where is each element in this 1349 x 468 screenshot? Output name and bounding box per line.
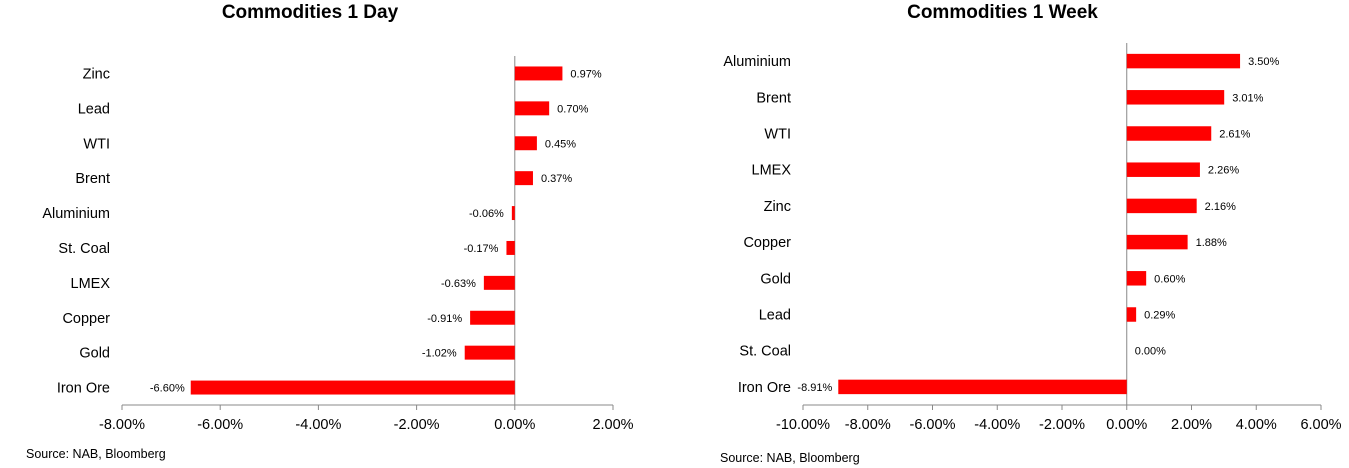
chart-1-week: -10.00% -8.00% -6.00% -4.00% -2.00% 0.00% 2.00… <box>723 43 1342 433</box>
value-label: -0.63% <box>441 278 476 290</box>
value-label: -0.17% <box>464 243 499 255</box>
x-tick-label: 4.00% <box>1236 417 1277 433</box>
x-tick-label: 0.00% <box>1106 417 1147 433</box>
category-label: St. Coal <box>739 344 791 360</box>
value-label: -0.06% <box>469 208 504 220</box>
x-tick-label: 2.00% <box>1171 417 1212 433</box>
value-label: 1.88% <box>1196 237 1227 249</box>
category-label: LMEX <box>71 276 111 292</box>
category-label: Zinc <box>764 199 791 215</box>
bar-brent <box>514 171 533 186</box>
x-tick-label: 0.00% <box>494 417 535 433</box>
bar-gold <box>464 345 515 360</box>
x-tick-label: -4.00% <box>295 417 341 433</box>
source-note: Source: NAB, Bloomberg <box>26 447 166 461</box>
value-label: 0.97% <box>570 68 601 80</box>
x-tick-label: -10.00% <box>776 417 830 433</box>
bar-zinc <box>514 66 563 81</box>
category-label: Aluminium <box>723 54 791 70</box>
bar-copper <box>1126 234 1188 250</box>
bar-lmex <box>1126 162 1200 177</box>
chart-panel-1-week: Commodities 1 Week -10.00% -8.00% -6.00% -4… <box>670 0 1349 468</box>
category-label: LMEX <box>752 163 792 179</box>
chart-1-day: -8.00% -6.00% -4.00% -2.00% 0.00% 2.00% Zinc 0.… <box>42 56 634 433</box>
x-tick-label: -6.00% <box>910 417 956 433</box>
bar-lmex <box>483 275 515 290</box>
value-label: -8.91% <box>797 382 832 394</box>
category-label: St. Coal <box>58 241 110 257</box>
value-label: 0.00% <box>1135 346 1166 358</box>
bar-brent <box>1126 90 1225 105</box>
value-label: 3.01% <box>1232 92 1263 104</box>
bar-wti <box>1126 126 1212 141</box>
source-note: Source: NAB, Bloomberg <box>720 451 860 465</box>
x-tick-label: 2.00% <box>592 417 633 433</box>
value-label: 2.61% <box>1219 129 1250 141</box>
value-label: 0.29% <box>1144 310 1175 322</box>
x-tick-label: -2.00% <box>394 417 440 433</box>
value-label: 2.16% <box>1205 201 1236 213</box>
bar-gold <box>1126 271 1147 286</box>
bar-zinc <box>1126 198 1197 214</box>
category-label: Gold <box>760 271 791 287</box>
category-label: Iron Ore <box>738 380 791 396</box>
chart-title: Commodities 1 Day <box>221 2 399 23</box>
x-tick-label: -8.00% <box>99 417 145 433</box>
bar-aluminium <box>511 206 515 221</box>
bar-aluminium <box>1126 53 1241 69</box>
value-label: 2.26% <box>1208 165 1239 177</box>
x-tick-label: -8.00% <box>845 417 891 433</box>
category-label: Brent <box>756 90 791 106</box>
bar-copper <box>470 310 515 325</box>
x-tick-label: -4.00% <box>974 417 1020 433</box>
category-label: Copper <box>62 311 110 327</box>
category-label: Lead <box>759 308 791 324</box>
category-label: WTI <box>764 127 791 143</box>
bar-wti <box>514 136 537 151</box>
category-label: Brent <box>75 171 110 187</box>
category-label: WTI <box>83 136 110 152</box>
bar-iron-ore <box>190 380 515 395</box>
value-label: -0.91% <box>427 313 462 325</box>
category-label: Zinc <box>83 66 110 82</box>
x-tick-label: -2.00% <box>1039 417 1085 433</box>
x-tick-label: 6.00% <box>1300 417 1341 433</box>
bar-st-coal <box>506 240 515 255</box>
value-label: 0.70% <box>557 103 588 115</box>
category-label: Aluminium <box>42 206 110 222</box>
value-label: 0.60% <box>1154 273 1185 285</box>
category-label: Iron Ore <box>57 381 110 397</box>
bar-lead <box>1126 307 1137 322</box>
chart-title: Commodities 1 Week <box>907 2 1098 23</box>
x-tick-label: -6.00% <box>197 417 243 433</box>
bar-lead <box>514 101 550 116</box>
value-label: -1.02% <box>422 348 457 360</box>
value-label: -6.60% <box>150 383 185 395</box>
chart-panel-1-day: Commodities 1 Day -8.00% -6.00% -4.00% -2.0… <box>0 0 660 468</box>
bar-iron-ore <box>838 379 1127 395</box>
category-label: Copper <box>743 235 791 251</box>
value-label: 0.37% <box>541 173 572 185</box>
value-label: 3.50% <box>1248 56 1279 68</box>
category-label: Gold <box>79 346 110 362</box>
category-label: Lead <box>78 101 110 117</box>
value-label: 0.45% <box>545 138 576 150</box>
